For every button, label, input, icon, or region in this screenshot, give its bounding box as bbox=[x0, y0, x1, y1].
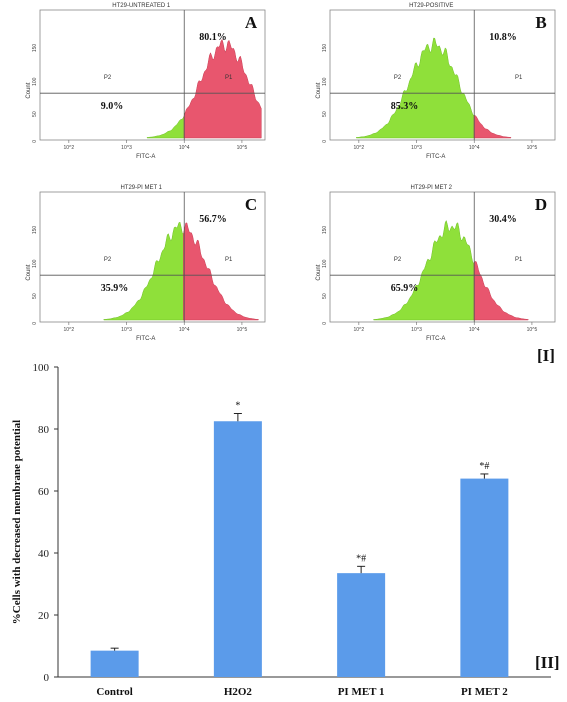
significance-marker: *# bbox=[479, 461, 489, 472]
histogram-positive-area bbox=[183, 38, 262, 139]
bar-y-tick-label: 80 bbox=[38, 424, 50, 436]
significance-marker: * bbox=[235, 401, 240, 412]
x-tick-label: 10^3 bbox=[411, 145, 422, 151]
y-tick-label: 50 bbox=[322, 293, 328, 299]
section-label-two: [II] bbox=[535, 653, 560, 672]
x-tick-label: 10^3 bbox=[121, 145, 132, 151]
x-axis-label: FITC-A bbox=[426, 336, 445, 342]
section-label-one: [I] bbox=[537, 346, 555, 365]
x-tick-label: 10^3 bbox=[411, 327, 422, 333]
gate-percent-p1: 10.8% bbox=[489, 32, 517, 43]
histogram-negative-area bbox=[146, 112, 186, 139]
gate-percent-p1: 80.1% bbox=[199, 32, 227, 43]
bar-y-tick-label: 20 bbox=[38, 610, 50, 622]
y-tick-label: 150 bbox=[32, 44, 38, 53]
histogram-negative-area bbox=[373, 219, 476, 321]
y-tick-label: 100 bbox=[32, 259, 38, 268]
bar-category-label: PI MET 1 bbox=[338, 686, 385, 698]
y-tick-label: 0 bbox=[322, 140, 328, 143]
x-axis-label: FITC-A bbox=[136, 336, 155, 342]
histogram-positive-area bbox=[183, 222, 259, 321]
bar-y-tick-label: 100 bbox=[33, 362, 50, 374]
x-tick-label: 10^3 bbox=[121, 327, 132, 333]
histogram-positive-area bbox=[473, 261, 529, 321]
bar-y-axis-label: %Cells with decreased membrane potential bbox=[11, 420, 23, 625]
bar-y-tick-label: 60 bbox=[38, 486, 50, 498]
x-tick-label: 10^2 bbox=[63, 145, 74, 151]
x-tick-label: 10^2 bbox=[353, 145, 364, 151]
y-tick-label: 150 bbox=[322, 226, 328, 235]
bar-chart-panel: 0 20 40 60 80 100 %Cells with decreased membra… bbox=[11, 362, 551, 698]
y-tick-label: 100 bbox=[32, 77, 38, 86]
bar-pi-met-1 bbox=[337, 573, 386, 677]
bar-y-tick-label: 40 bbox=[38, 548, 50, 560]
bar-category-label: H2O2 bbox=[224, 686, 253, 698]
histogram-title: HT29-PI MET 1 bbox=[120, 185, 162, 191]
histogram-title: HT29-POSITIVE bbox=[409, 3, 453, 9]
x-tick-label: 10^4 bbox=[469, 145, 480, 151]
y-tick-label: 0 bbox=[32, 140, 38, 143]
panel-letter: B bbox=[535, 13, 546, 32]
gate-name-p2: P2 bbox=[394, 75, 402, 81]
y-tick-label: 0 bbox=[322, 322, 328, 325]
x-tick-label: 10^2 bbox=[353, 327, 364, 333]
gate-name-p1: P1 bbox=[225, 75, 233, 81]
panel-letter: C bbox=[245, 195, 257, 214]
x-tick-label: 10^5 bbox=[527, 145, 538, 151]
significance-marker: *# bbox=[356, 553, 366, 564]
histogram-title: HT29-UNTREATED 1 bbox=[112, 3, 171, 9]
bar-pi-met-2 bbox=[460, 478, 509, 677]
histogram-negative-area bbox=[103, 221, 185, 321]
x-tick-label: 10^5 bbox=[237, 145, 248, 151]
y-tick-label: 150 bbox=[32, 226, 38, 235]
histogram-title: HT29-PI MET 2 bbox=[410, 185, 452, 191]
gate-name-p1: P1 bbox=[225, 257, 233, 263]
bar-y-tick-label: 0 bbox=[44, 672, 50, 684]
gate-percent-p1: 56.7% bbox=[199, 214, 227, 225]
histogram-panel-b: HT29-POSITIVE B P2 P1 10.8% 85.3% 0 50 100 150 Cou… bbox=[316, 3, 556, 160]
panel-letter: A bbox=[245, 13, 258, 32]
y-axis-label: Count bbox=[26, 82, 32, 98]
histogram-positive-area bbox=[473, 115, 512, 139]
y-axis-label: Count bbox=[316, 82, 322, 98]
y-tick-label: 50 bbox=[32, 293, 38, 299]
histogram-negative-area bbox=[356, 37, 476, 139]
gate-name-p2: P2 bbox=[104, 257, 112, 263]
x-tick-label: 10^4 bbox=[469, 327, 480, 333]
histogram-panel-a: HT29-UNTREATED 1 A P2 P1 80.1% 9.0% 0 50 100 150 C… bbox=[26, 3, 266, 160]
gate-name-p1: P1 bbox=[515, 75, 523, 81]
gate-percent-p2: 85.3% bbox=[391, 101, 419, 112]
gate-percent-p2: 35.9% bbox=[101, 283, 129, 294]
y-tick-label: 100 bbox=[322, 77, 328, 86]
histogram-panel-c: HT29-PI MET 1 C P2 P1 56.7% 35.9% 0 50 100 150 Cou… bbox=[26, 185, 266, 342]
gate-percent-p1: 30.4% bbox=[489, 214, 517, 225]
x-tick-label: 10^4 bbox=[179, 145, 190, 151]
y-tick-label: 0 bbox=[32, 322, 38, 325]
bar-category-label: Control bbox=[96, 686, 132, 698]
bar-category-label: PI MET 2 bbox=[461, 686, 508, 698]
panel-letter: D bbox=[535, 195, 547, 214]
x-tick-label: 10^4 bbox=[179, 327, 190, 333]
y-tick-label: 50 bbox=[322, 111, 328, 117]
y-axis-label: Count bbox=[316, 264, 322, 280]
y-axis-label: Count bbox=[26, 264, 32, 280]
y-tick-label: 100 bbox=[322, 259, 328, 268]
x-axis-label: FITC-A bbox=[426, 154, 445, 160]
bar-h2o2 bbox=[213, 421, 262, 677]
gate-name-p1: P1 bbox=[515, 257, 523, 263]
y-tick-label: 50 bbox=[32, 111, 38, 117]
gate-percent-p2: 9.0% bbox=[101, 101, 124, 112]
gate-name-p2: P2 bbox=[394, 257, 402, 263]
y-tick-label: 150 bbox=[322, 44, 328, 53]
bar-control bbox=[90, 650, 139, 677]
x-tick-label: 10^5 bbox=[527, 327, 538, 333]
x-tick-label: 10^5 bbox=[237, 327, 248, 333]
x-tick-label: 10^2 bbox=[63, 327, 74, 333]
gate-percent-p2: 65.9% bbox=[391, 283, 419, 294]
histogram-panel-d: HT29-PI MET 2 D P2 P1 30.4% 65.9% 0 50 100 150 Cou… bbox=[316, 185, 556, 342]
gate-name-p2: P2 bbox=[104, 75, 112, 81]
flow-cytometry-panels: HT29-UNTREATED 1 A P2 P1 80.1% 9.0% 0 50 100 150 C… bbox=[26, 3, 556, 342]
x-axis-label: FITC-A bbox=[136, 154, 155, 160]
